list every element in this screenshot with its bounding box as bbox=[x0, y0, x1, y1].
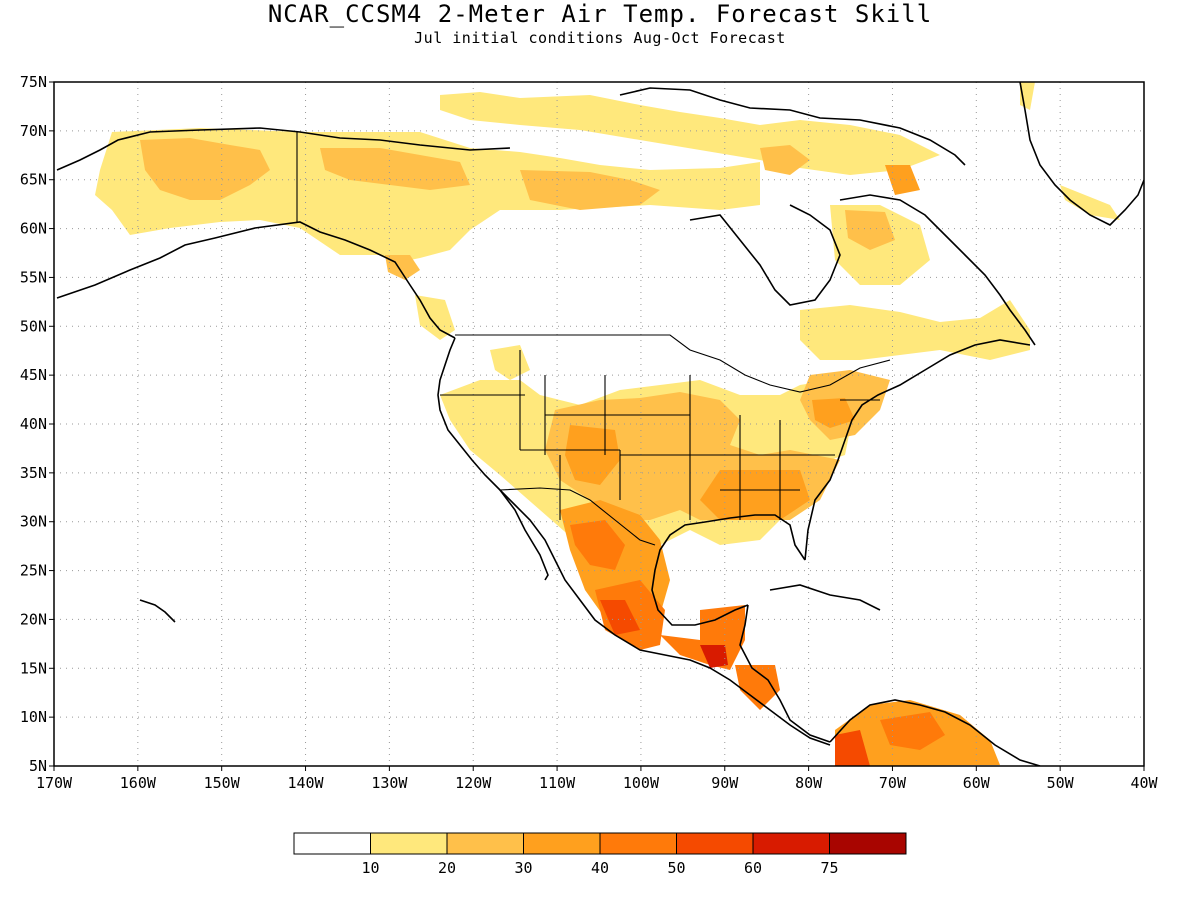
coastline-greenland bbox=[1019, 82, 1144, 226]
border-us-canada bbox=[455, 334, 891, 393]
coastline-south-america bbox=[829, 699, 1041, 766]
lat-tick-label: 55N bbox=[20, 268, 47, 286]
lat-tick-label: 65N bbox=[20, 171, 47, 189]
graticule bbox=[54, 82, 1144, 766]
coastline-hawaii bbox=[139, 599, 176, 623]
skill-region bbox=[660, 635, 720, 665]
skill-region bbox=[885, 165, 920, 195]
colorbar-label: 20 bbox=[438, 859, 456, 877]
colorbar-label: 75 bbox=[820, 859, 838, 877]
coastline-cuba bbox=[769, 584, 881, 611]
colorbar-swatch bbox=[446, 832, 524, 855]
lon-tick-label: 100W bbox=[623, 774, 660, 792]
skill-region bbox=[812, 398, 855, 428]
skill-region bbox=[570, 520, 625, 570]
skill-region bbox=[700, 470, 810, 520]
skill-region bbox=[800, 300, 1030, 360]
lat-tick-label: 20N bbox=[20, 610, 47, 628]
skill-region bbox=[760, 145, 810, 175]
lon-tick-label: 50W bbox=[1047, 774, 1075, 792]
coastline-arctic-islands bbox=[619, 87, 966, 166]
lat-tick-label: 50N bbox=[20, 317, 47, 335]
colorbar-label: 10 bbox=[361, 859, 379, 877]
coastline-hudson bbox=[689, 204, 841, 306]
political-borders bbox=[296, 132, 891, 546]
coastline-central-america bbox=[739, 604, 831, 743]
map-subtitle: Jul initial conditions Aug-Oct Forecast bbox=[414, 29, 786, 47]
coastline-baja bbox=[499, 489, 549, 581]
coastline-gulf bbox=[651, 514, 806, 626]
coastline-alaska-north bbox=[56, 127, 511, 171]
lat-tick-label: 35N bbox=[20, 464, 47, 482]
colorbar-label: 30 bbox=[514, 859, 532, 877]
lon-tick-label: 130W bbox=[371, 774, 408, 792]
coastline-east bbox=[804, 339, 1031, 561]
skill-region bbox=[700, 645, 728, 668]
coastline-labrador bbox=[839, 194, 1036, 346]
lon-tick-label: 140W bbox=[287, 774, 324, 792]
skill-region bbox=[735, 665, 780, 710]
colorbar: 10 20 30 40 50 60 75 bbox=[293, 832, 907, 877]
skill-region bbox=[600, 600, 640, 635]
lon-tick-label: 80W bbox=[795, 774, 823, 792]
map-title: NCAR_CCSM4 2-Meter Air Temp. Forecast Sk… bbox=[267, 0, 933, 28]
colorbar-swatch bbox=[829, 832, 907, 855]
colorbar-label: 40 bbox=[591, 859, 609, 877]
lat-tick-label: 10N bbox=[20, 708, 47, 726]
colorbar-swatch bbox=[293, 832, 371, 855]
skill-region bbox=[440, 92, 940, 175]
lon-tick-label: 150W bbox=[204, 774, 241, 792]
border-states-1 bbox=[440, 350, 880, 520]
coastline-alaska bbox=[56, 221, 456, 339]
skill-region bbox=[565, 425, 620, 485]
lat-tick-label: 5N bbox=[29, 757, 47, 775]
lon-tick-label: 40W bbox=[1130, 774, 1158, 792]
skill-region bbox=[415, 295, 455, 340]
colorbar-swatch bbox=[523, 832, 601, 855]
lat-tick-label: 60N bbox=[20, 220, 47, 238]
lat-tick-label: 30N bbox=[20, 513, 47, 531]
skill-region bbox=[835, 730, 870, 766]
colorbar-swatch bbox=[599, 832, 677, 855]
lat-tick-label: 75N bbox=[20, 73, 47, 91]
lon-tick-label: 90W bbox=[711, 774, 739, 792]
latitude-axis: 5N 10N 15N 20N 25N 30N 35N 40N 45N 50N 55N 60N 65N 70… bbox=[20, 73, 54, 775]
lon-tick-label: 160W bbox=[120, 774, 157, 792]
coastline-us-west bbox=[437, 337, 831, 746]
colorbar-swatch bbox=[676, 832, 754, 855]
lon-tick-label: 110W bbox=[539, 774, 576, 792]
lat-tick-label: 25N bbox=[20, 562, 47, 580]
border-us-mexico bbox=[499, 487, 656, 546]
colorbar-label: 60 bbox=[744, 859, 762, 877]
lon-tick-label: 60W bbox=[963, 774, 991, 792]
skill-region bbox=[845, 210, 895, 250]
colorbar-swatch bbox=[752, 832, 830, 855]
skill-region bbox=[1060, 185, 1120, 220]
skill-region bbox=[880, 712, 945, 750]
lon-tick-label: 170W bbox=[36, 774, 73, 792]
colorbar-swatch bbox=[370, 832, 448, 855]
lat-tick-label: 70N bbox=[20, 122, 47, 140]
longitude-axis: 170W 160W 150W 140W 130W 120W 110W 100W 90W 80W 70… bbox=[36, 766, 1159, 792]
lat-tick-label: 45N bbox=[20, 366, 47, 384]
coastlines bbox=[56, 82, 1144, 766]
lon-tick-label: 120W bbox=[455, 774, 492, 792]
lat-tick-label: 15N bbox=[20, 659, 47, 677]
colorbar-label: 50 bbox=[667, 859, 685, 877]
skill-region bbox=[140, 138, 270, 200]
lon-tick-label: 70W bbox=[879, 774, 907, 792]
lat-tick-label: 40N bbox=[20, 415, 47, 433]
